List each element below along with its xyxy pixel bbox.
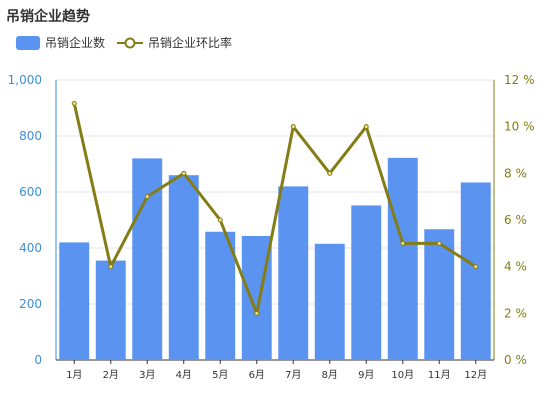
line-point xyxy=(290,124,296,130)
bar xyxy=(351,205,382,360)
line-point xyxy=(400,240,406,246)
x-tick-label: 9月 xyxy=(358,369,374,381)
line-point xyxy=(363,124,369,130)
y-right-tick-label: 4 % xyxy=(504,260,527,274)
x-tick-label: 10月 xyxy=(391,369,414,381)
x-tick-label: 12月 xyxy=(464,369,487,381)
line-point xyxy=(181,170,187,176)
chart-title: 吊销企业趋势 xyxy=(6,9,90,25)
bar xyxy=(205,231,236,360)
y-left-tick-label: 400 xyxy=(19,241,42,255)
chart-legend: 吊销企业数 吊销企业环比率 xyxy=(16,34,244,51)
y-right-tick-label: 6 % xyxy=(504,213,527,227)
legend-item-bar-series[interactable]: 吊销企业数 xyxy=(16,34,105,51)
y-right-tick-label: 0 % xyxy=(504,353,527,367)
y-right-tick-label: 12 % xyxy=(504,73,535,87)
x-tick-label: 6月 xyxy=(249,369,265,381)
y-right-tick-label: 2 % xyxy=(504,306,527,320)
x-tick-label: 4月 xyxy=(176,369,192,381)
y-left-tick-label: 800 xyxy=(19,129,42,143)
x-tick-label: 2月 xyxy=(103,369,119,381)
y-left-tick-label: 200 xyxy=(19,297,42,311)
y-right-tick-label: 10 % xyxy=(504,120,535,134)
line-point xyxy=(217,217,223,223)
line-point xyxy=(473,264,479,270)
x-tick-label: 3月 xyxy=(139,369,155,381)
legend-line-label: 吊销企业环比率 xyxy=(148,36,233,50)
x-tick-label: 8月 xyxy=(322,369,338,381)
x-tick-label: 1月 xyxy=(66,369,82,381)
bar xyxy=(168,175,199,360)
line-series xyxy=(72,103,477,315)
y-right-tick-label: 8 % xyxy=(504,166,527,180)
line-point xyxy=(436,240,442,246)
bar xyxy=(460,182,491,360)
y-left-tick-label: 0 xyxy=(34,353,42,367)
legend-bar-label: 吊销企业数 xyxy=(45,36,106,50)
x-tick-label: 11月 xyxy=(428,369,451,381)
bar xyxy=(278,186,309,360)
line-point xyxy=(144,194,150,200)
line-point xyxy=(71,100,77,106)
x-tick-label: 5月 xyxy=(212,369,228,381)
bar xyxy=(59,242,90,360)
legend-line-swatch xyxy=(117,37,144,48)
bar xyxy=(387,157,418,360)
line-point xyxy=(327,170,333,176)
legend-bar-swatch xyxy=(16,35,40,50)
legend-item-line-series[interactable]: 吊销企业环比率 xyxy=(117,34,232,51)
x-tick-label: 7月 xyxy=(285,369,301,381)
y-left-tick-label: 600 xyxy=(19,185,42,199)
line-point xyxy=(108,264,114,270)
y-left-tick-label: 1,000 xyxy=(8,73,42,87)
bar xyxy=(314,243,345,360)
bar xyxy=(95,260,126,360)
line-point xyxy=(254,310,260,316)
